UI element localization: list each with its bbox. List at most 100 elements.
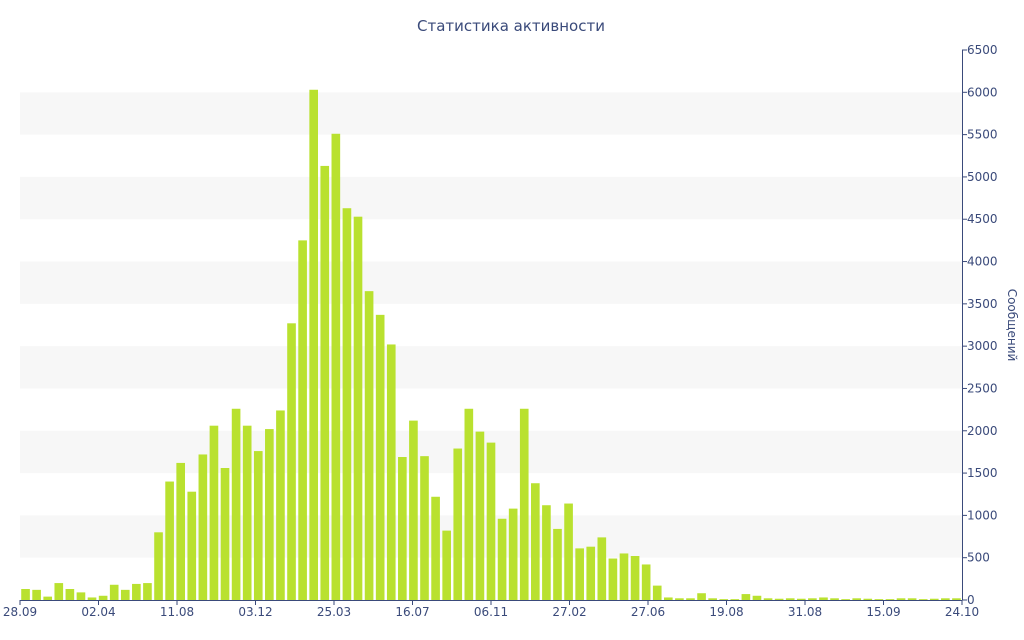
bar bbox=[575, 548, 584, 600]
bar bbox=[21, 589, 30, 600]
y-tick-label: 1000 bbox=[967, 508, 998, 522]
bar bbox=[109, 584, 119, 600]
bar bbox=[486, 442, 496, 600]
x-tick-label: 24.10 bbox=[945, 605, 979, 619]
bar bbox=[586, 546, 596, 600]
bar bbox=[697, 593, 706, 600]
bar bbox=[796, 598, 806, 600]
x-tick-label: 11.08 bbox=[160, 605, 194, 619]
y-axis-ticks: 0 500 1000 1500 2000 2500 3000 3500 4000 4500 5000… bbox=[962, 43, 998, 607]
bar bbox=[874, 599, 884, 600]
bar bbox=[808, 598, 817, 600]
x-tick-label: 16.07 bbox=[395, 605, 429, 619]
bar bbox=[220, 468, 230, 600]
bar bbox=[431, 496, 440, 600]
x-tick-label: 27.02 bbox=[552, 605, 586, 619]
bar bbox=[331, 133, 341, 600]
bar bbox=[187, 491, 197, 600]
grid-band bbox=[20, 176, 962, 220]
bar bbox=[176, 462, 186, 600]
bar bbox=[885, 599, 895, 600]
bar bbox=[98, 595, 108, 600]
bar bbox=[730, 599, 740, 600]
bar bbox=[364, 291, 374, 600]
bar bbox=[542, 505, 551, 600]
bar bbox=[309, 89, 318, 601]
bar bbox=[320, 165, 330, 601]
y-tick-label: 6500 bbox=[967, 43, 998, 57]
y-tick-label: 4000 bbox=[967, 255, 998, 269]
y-tick-label: 500 bbox=[967, 551, 990, 565]
bar bbox=[918, 599, 928, 600]
chart-title: Статистика активности bbox=[417, 17, 605, 35]
bar bbox=[841, 599, 850, 600]
y-tick-label: 3000 bbox=[967, 339, 998, 353]
bar bbox=[929, 598, 939, 600]
bar bbox=[265, 429, 274, 600]
bar bbox=[420, 456, 429, 600]
y-tick-label: 5500 bbox=[967, 128, 998, 142]
bar bbox=[32, 589, 41, 600]
bar bbox=[686, 598, 695, 600]
bar bbox=[54, 583, 64, 600]
bar bbox=[752, 595, 762, 600]
bar bbox=[952, 598, 961, 600]
bar bbox=[652, 585, 662, 600]
bar bbox=[464, 408, 474, 600]
bar bbox=[198, 454, 208, 600]
bar bbox=[830, 598, 839, 600]
bar bbox=[386, 344, 396, 600]
x-tick-label: 28.09 bbox=[3, 605, 37, 619]
bar bbox=[242, 425, 252, 600]
bar bbox=[375, 314, 385, 600]
grid-band bbox=[20, 261, 962, 304]
y-tick-label: 6000 bbox=[967, 85, 998, 99]
x-tick-label: 02.04 bbox=[81, 605, 115, 619]
bar bbox=[287, 323, 296, 600]
bar bbox=[664, 597, 673, 600]
bar bbox=[298, 240, 307, 600]
x-tick-label: 15.09 bbox=[866, 605, 900, 619]
bar bbox=[741, 594, 751, 600]
bar bbox=[852, 598, 862, 600]
bar bbox=[165, 481, 174, 600]
bar bbox=[941, 598, 950, 600]
bar bbox=[409, 420, 418, 600]
bar bbox=[231, 408, 241, 600]
grid-band bbox=[20, 92, 962, 135]
y-tick-label: 3500 bbox=[967, 297, 998, 311]
bar bbox=[342, 208, 352, 601]
bar bbox=[132, 583, 141, 600]
bar bbox=[253, 451, 263, 600]
bar bbox=[120, 589, 130, 600]
bar bbox=[43, 596, 53, 600]
bar bbox=[276, 410, 285, 600]
bar bbox=[774, 598, 784, 600]
y-tick-label: 1500 bbox=[967, 466, 998, 480]
x-tick-label: 19.08 bbox=[709, 605, 743, 619]
y-tick-label: 5000 bbox=[967, 170, 998, 184]
bar bbox=[143, 583, 152, 600]
bar bbox=[209, 425, 219, 600]
bar bbox=[785, 598, 795, 600]
y-tick-label: 2500 bbox=[967, 381, 998, 395]
bar bbox=[519, 408, 529, 600]
bar bbox=[896, 598, 906, 600]
bar bbox=[708, 598, 717, 600]
x-tick-label: 25.03 bbox=[317, 605, 351, 619]
bar bbox=[819, 597, 828, 600]
bar bbox=[87, 597, 97, 600]
grid-band bbox=[20, 346, 962, 389]
bar bbox=[907, 598, 917, 600]
bar bbox=[76, 592, 86, 600]
y-tick-label: 2000 bbox=[967, 424, 998, 438]
y-tick-label: 4500 bbox=[967, 212, 998, 226]
bar bbox=[630, 556, 640, 600]
bar bbox=[531, 483, 540, 600]
bar bbox=[641, 564, 651, 600]
bar bbox=[553, 528, 562, 600]
bar bbox=[675, 598, 684, 600]
x-axis-ticks: 28.09 02.04 11.08 03.12 25.03 16.07 06.11 27.02… bbox=[3, 600, 979, 619]
x-tick-label: 31.08 bbox=[788, 605, 822, 619]
x-tick-label: 03.12 bbox=[238, 605, 272, 619]
